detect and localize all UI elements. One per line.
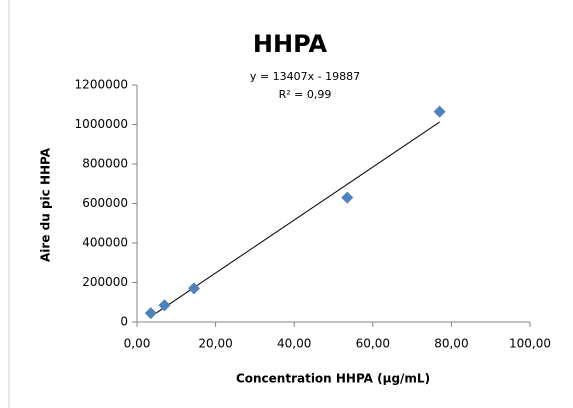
y-axis-label: Aire du pic HHPA <box>39 147 53 262</box>
r-squared: R² = 0,99 <box>279 88 332 101</box>
y-tick-label: 400000 <box>82 236 128 250</box>
y-tick-label: 200000 <box>82 275 128 289</box>
y-tick-label: 0 <box>120 315 128 329</box>
chart-title: HHPA <box>253 30 328 58</box>
trendline <box>150 121 440 318</box>
point <box>341 191 354 204</box>
point <box>158 299 171 312</box>
point <box>433 105 446 118</box>
x-tick-label: 80,00 <box>434 337 468 351</box>
x-tick-label: 40,00 <box>277 337 311 351</box>
y-tick-label: 1000000 <box>75 117 128 131</box>
equation: y = 13407x - 19887 <box>250 70 360 83</box>
x-tick-label: 100,00 <box>509 337 551 351</box>
y-tick-label: 1200000 <box>75 78 128 92</box>
x-tick-label: 20,00 <box>198 337 232 351</box>
y-tick-label: 800000 <box>82 157 128 171</box>
point <box>144 307 157 320</box>
x-axis-label: Concentration HHPA (µg/mL) <box>236 372 430 386</box>
x-tick-label: 60,00 <box>356 337 390 351</box>
point <box>187 282 200 295</box>
x-tick-label: 0,00 <box>124 337 151 351</box>
y-tick-label: 600000 <box>82 196 128 210</box>
